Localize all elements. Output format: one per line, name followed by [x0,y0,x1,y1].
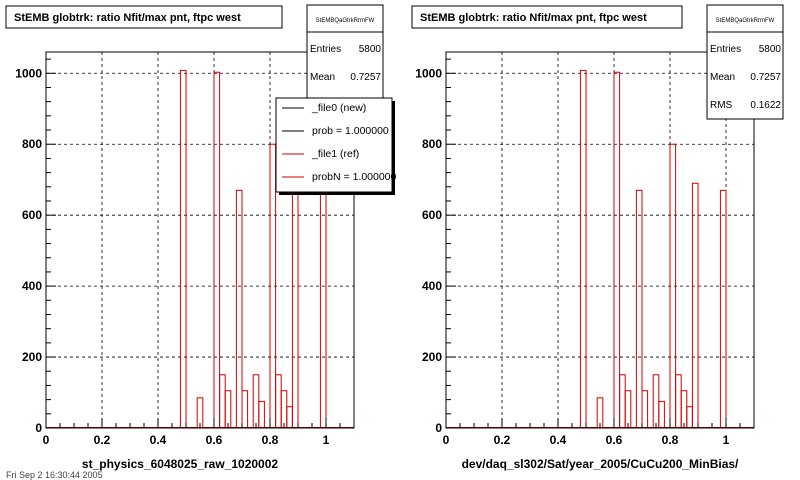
histogram-bar [641,390,649,429]
legend: _file0 (new) prob = 1.000000 _file1 (ref) p… [275,97,397,195]
histogram-bar [652,374,660,429]
histogram-bar [579,69,587,429]
stats-label-mean: Mean [310,72,335,83]
x-tick-label: 0 [43,433,50,447]
x-tick-label: 0.8 [262,433,279,447]
legend-frame [275,97,393,193]
histogram-bar [280,390,288,429]
x-axis-label: st_physics_6048025_raw_1020002 [82,457,278,471]
histogram-bar [680,390,688,429]
x-tick-label: 0 [443,433,450,447]
stats-value-entries: 5800 [359,44,382,55]
x-tick-label: 0.4 [550,433,567,447]
timestamp-footer: Fri Sep 2 16:30:44 2005 [6,470,103,480]
title-box: StEMB globtrk: ratio Nfit/max pnt, ftpc … [5,5,283,29]
y-tick-label: 0 [435,421,442,435]
y-tick-label: 600 [22,208,42,222]
stats-name: StEMBQaGtrkRrmFW [316,18,375,24]
stats-value-mean: 0.7257 [350,72,381,83]
chart-title: StEMB globtrk: ratio Nfit/max pnt, ftpc … [420,12,647,24]
x-tick-label: 0.6 [206,433,223,447]
x-axis: 0 0.2 0.4 0.6 0.8 1 [43,418,355,447]
histogram-bar [319,189,327,429]
histogram-bar [213,71,221,429]
histogram-series-ref [446,69,754,429]
x-tick-label: 1 [323,433,330,447]
stats-value-entries: 5800 [759,44,782,55]
chart-title: StEMB globtrk: ratio Nfit/max pnt, ftpc … [14,12,241,24]
histogram-bar [286,406,293,429]
legend-entry-label: prob = 1.000000 [312,125,389,137]
histogram-bar [686,406,693,429]
legend-entry-label: _file0 (new) [311,102,366,114]
histogram-bar [675,374,682,429]
y-tick-label: 1000 [415,66,442,80]
histogram-bar [224,390,232,429]
title-box: StEMB globtrk: ratio Nfit/max pnt, ftpc … [411,5,683,29]
stats-label-mean: Mean [710,72,735,83]
x-tick-label: 0.8 [662,433,679,447]
histogram-bar [613,71,621,429]
y-axis: 0 200 400 600 800 1000 [415,58,456,435]
x-tick-label: 1 [723,433,730,447]
histogram-bar [658,400,665,429]
histogram-bar [241,390,249,429]
stats-box: StEMBQaGtrkRrmFW Entries 5800 Mean 0.7257 [306,4,384,115]
histogram-bar [219,374,226,429]
stats-label-rms: RMS [710,100,733,111]
y-tick-label: 200 [422,350,442,364]
histogram-bar [635,189,643,429]
stats-value-mean: 0.7257 [750,72,781,83]
y-tick-label: 1000 [15,66,42,80]
x-tick-label: 0.6 [606,433,623,447]
histogram-bar [235,189,243,429]
histogram-panel-left: 0 0.2 0.4 0.6 0.8 1 0 200 400 600 800 1000 st_phys… [5,4,397,471]
y-tick-label: 600 [422,208,442,222]
legend-entry-label: probN = 1.000000 [312,171,397,183]
stats-label-entries: Entries [310,44,341,55]
y-tick-label: 400 [22,279,42,293]
histogram-bar [258,400,265,429]
y-tick-label: 800 [422,137,442,151]
y-axis: 0 200 400 600 800 1000 [15,58,56,435]
x-axis: 0 0.2 0.4 0.6 0.8 1 [443,418,755,447]
y-tick-label: 0 [35,421,42,435]
legend-entry-label: _file1 (ref) [311,148,359,160]
y-tick-label: 200 [22,350,42,364]
x-axis-label: dev/daq_sl302/Sat/year_2005/CuCu200_MinB… [462,457,739,471]
histogram-bar [624,390,632,429]
stats-frame [306,4,384,115]
histogram-bar [179,69,187,429]
histogram-bar [275,374,282,429]
x-tick-label: 0.2 [94,433,111,447]
stats-name: StEMBQaGtrkRrmFW [716,18,775,24]
histogram-bar [252,374,260,429]
histogram-panel-right: 0 0.2 0.4 0.6 0.8 1 0 200 400 600 800 1000 dev/daq… [411,4,784,471]
stats-frame [706,4,784,120]
stats-box: StEMBQaGtrkRrmFW Entries 5800 Mean 0.7257 RMS… [706,4,784,120]
histogram-bar [619,374,626,429]
histogram-bar [719,189,727,429]
y-tick-label: 800 [22,137,42,151]
stats-value-rms: 0.1622 [750,100,781,111]
x-tick-label: 0.2 [494,433,511,447]
y-tick-label: 400 [422,279,442,293]
histogram-bar [691,182,699,429]
histogram-bar [291,182,299,429]
x-tick-label: 0.4 [150,433,167,447]
stats-label-entries: Entries [710,44,741,55]
